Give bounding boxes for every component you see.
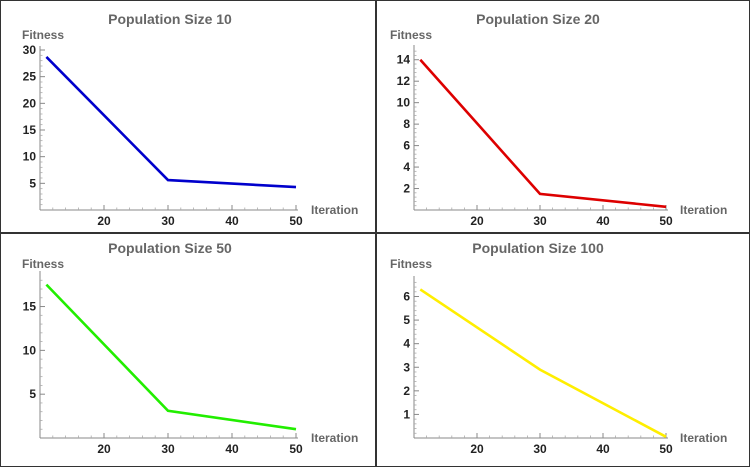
chart-3-y-tick-label: 10	[23, 343, 37, 357]
chart-3-x-tick-label: 50	[289, 442, 303, 456]
chart-2-y-tick-label: 6	[403, 139, 410, 153]
chart-4-x-tick-label: 50	[659, 442, 673, 456]
chart-2-x-tick-label: 20	[470, 214, 484, 228]
chart-4-y-tick-label: 4	[403, 337, 410, 351]
chart-2-series-line-1	[419, 58, 667, 209]
chart-3-y-axis-label: Fitness	[22, 257, 64, 271]
chart-3-y-tick-label: 5	[29, 387, 36, 401]
chart-4-y-tick-label: 5	[403, 313, 410, 327]
chart-2-x-tick-label: 50	[659, 214, 673, 228]
chart-4-y-tick-label: 6	[403, 290, 410, 304]
chart-1-x-tick-label: 30	[161, 214, 175, 228]
chart-panel-border-1	[0, 0, 376, 233]
chart-panel-border-2	[376, 0, 750, 233]
chart-1-y-tick-label: 15	[23, 123, 37, 137]
chart-4-x-tick-label: 20	[470, 442, 484, 456]
chart-2-x-axis-label: Iteration	[680, 203, 727, 217]
chart-3-y-tick-label: 15	[23, 300, 37, 314]
chart-1-x-axis-label: Iteration	[311, 203, 358, 217]
chart-4-x-tick-label: 30	[533, 442, 547, 456]
chart-2-y-tick-label: 8	[403, 117, 410, 131]
chart-1-y-tick-label: 20	[23, 96, 37, 110]
chart-1-y-tick-label: 5	[29, 176, 36, 190]
chart-4-x-tick-label: 40	[596, 442, 610, 456]
chart-3-title: Population Size 50	[108, 240, 232, 256]
chart-1-x-tick-label: 50	[289, 214, 303, 228]
chart-2-y-tick-label: 14	[397, 53, 411, 67]
chart-1-x-tick-label: 20	[97, 214, 111, 228]
chart-1-x-tick-label: 40	[225, 214, 239, 228]
chart-1-y-tick-label: 30	[23, 43, 37, 57]
chart-4-y-tick-label: 2	[403, 384, 410, 398]
chart-4-y-tick-label: 1	[403, 407, 410, 421]
chart-1-title: Population Size 10	[108, 11, 232, 27]
chart-1-y-tick-label: 10	[23, 150, 37, 164]
chart-2-title: Population Size 20	[476, 11, 600, 27]
chart-3-x-tick-label: 20	[97, 442, 111, 456]
chart-4-title: Population Size 100	[472, 240, 604, 256]
chart-3-series-line-1	[45, 283, 297, 431]
chart-2-y-axis-label: Fitness	[390, 28, 432, 42]
chart-3-x-axis-label: Iteration	[311, 431, 358, 445]
chart-2-y-tick-label: 10	[397, 96, 411, 110]
chart-3-x-tick-label: 40	[225, 442, 239, 456]
chart-3-x-tick-label: 30	[161, 442, 175, 456]
chart-2-x-tick-label: 30	[533, 214, 547, 228]
chart-2-y-tick-label: 12	[397, 74, 411, 88]
chart-4-y-tick-label: 3	[403, 360, 410, 374]
chart-1-y-tick-label: 25	[23, 70, 37, 84]
chart-2-y-tick-label: 2	[403, 182, 410, 196]
chart-2-x-tick-label: 40	[596, 214, 610, 228]
chart-2-y-tick-label: 4	[403, 160, 410, 174]
chart-1-series-line-1	[45, 55, 297, 189]
chart-4-x-axis-label: Iteration	[680, 431, 727, 445]
chart-1-y-axis-label: Fitness	[22, 28, 64, 42]
chart-4-y-axis-label: Fitness	[390, 257, 432, 271]
chart-4-series-line-1	[419, 288, 667, 438]
